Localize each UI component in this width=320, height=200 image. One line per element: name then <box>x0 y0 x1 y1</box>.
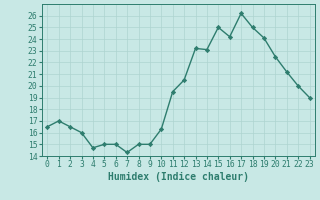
X-axis label: Humidex (Indice chaleur): Humidex (Indice chaleur) <box>108 172 249 182</box>
